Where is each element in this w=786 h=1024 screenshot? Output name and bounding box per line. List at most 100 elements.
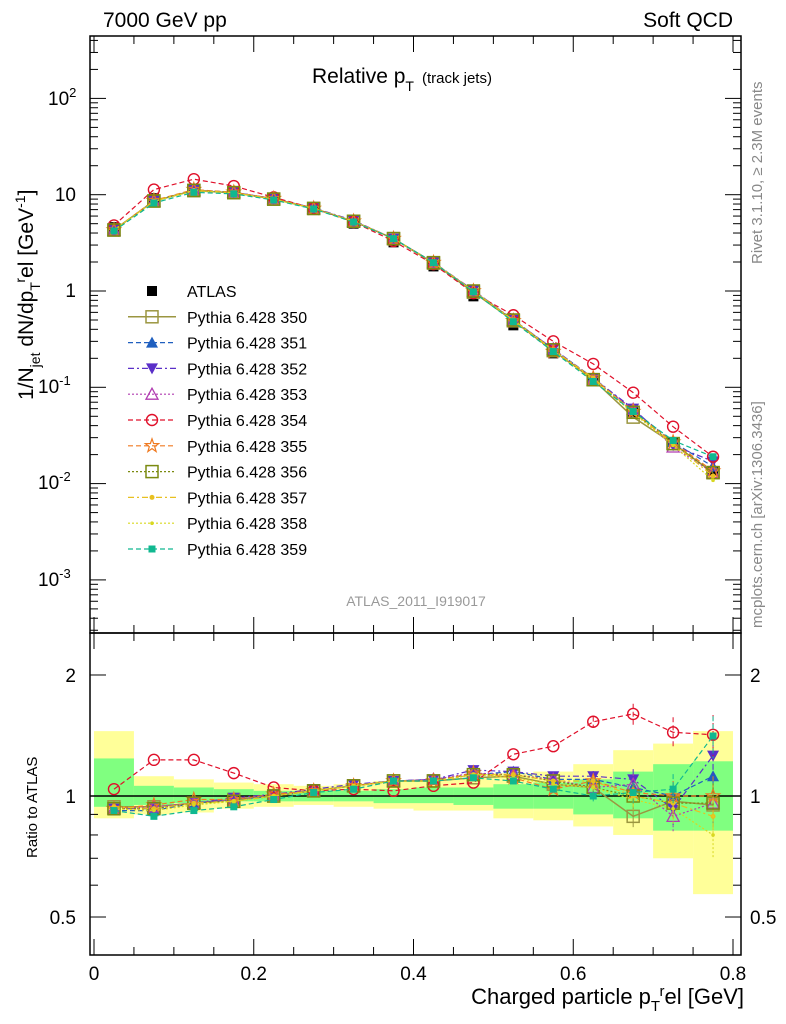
- ratio-point-359-12: [589, 792, 597, 800]
- ratio-point-354-13: [626, 707, 640, 721]
- ratio-point-354-2: [187, 753, 201, 767]
- ratio-point-359-9: [469, 774, 477, 782]
- ratio-ytick-right-0.5: 0.5: [750, 908, 776, 929]
- ratio-point-354-10: [507, 748, 520, 761]
- main-point-358-15: [711, 478, 715, 483]
- main-line-353: [113, 189, 714, 474]
- main-point-359-12: [589, 377, 597, 385]
- ytick-label-1: 1: [65, 281, 76, 302]
- ratio-point-352-9: [467, 765, 480, 777]
- ratio-point-359-2: [190, 807, 198, 815]
- legend-item-352: Pythia 6.428 352: [128, 361, 307, 378]
- ytick-label-e-2: 10-2: [38, 469, 71, 494]
- chart-title: Relative pT (track jets): [312, 65, 492, 94]
- legend-item-ATLAS: ATLAS: [147, 284, 237, 301]
- ratio-point-358-1: [152, 808, 156, 813]
- ratio-line-353: [113, 772, 714, 817]
- main-point-356-2: [187, 183, 201, 198]
- legend-marker-359: [148, 545, 156, 553]
- ratio-point-359-15: [709, 732, 717, 740]
- main-ylabel: 1/Njet dN/dpTrel [GeV-1]: [12, 190, 43, 400]
- main-point-356-8: [426, 255, 441, 270]
- legend: ATLAS Pythia 6.428 350 Pythia 6.428 351 Pyt…: [128, 284, 307, 559]
- ratio-point-359-0: [110, 807, 118, 815]
- ratio-point-356-5: [306, 784, 321, 798]
- main-series-ATLAS: [108, 183, 719, 477]
- ratio-point-358-11: [551, 782, 556, 786]
- ratio-point-358-2: [192, 803, 196, 807]
- legend-marker-355: [143, 436, 161, 453]
- xlabel: Charged particle pTrel [GeV]: [471, 983, 744, 1015]
- main-point-359-8: [429, 259, 437, 267]
- legend-marker-354: [145, 413, 159, 427]
- main-point-354-11: [547, 335, 560, 348]
- main-point-359-6: [350, 218, 358, 226]
- main-series-359: [110, 188, 717, 461]
- ratio-point-351-15: [707, 770, 720, 782]
- ytick-label-10: 10: [55, 185, 76, 206]
- ratio-point-358-3: [231, 799, 236, 804]
- ratio-panel: 0.5 1 2 0.5 1 2 0 0.2 0.4 0.6 0.8 Ratio to A…: [24, 632, 776, 1015]
- main-point-359-1: [150, 199, 158, 207]
- legend-item-357: Pythia 6.428 357: [128, 490, 307, 507]
- legend-label-351: Pythia 6.428 351: [187, 336, 307, 353]
- analysis-id: ATLAS_2011_I919017: [346, 593, 486, 609]
- ratio-ytick-left-2: 2: [65, 666, 76, 687]
- ratio-point-358-12: [591, 785, 596, 790]
- ratio-frame: [89, 632, 742, 956]
- ratio-axis-ticks: [90, 633, 741, 955]
- main-point-359-3: [230, 190, 238, 198]
- ratio-point-357-11: [550, 778, 556, 784]
- main-line-358: [113, 190, 714, 481]
- legend-item-359: Pythia 6.428 359: [128, 542, 307, 559]
- ratio-series: [105, 703, 722, 858]
- legend-label-350: Pythia 6.428 350: [187, 310, 307, 327]
- main-point-356-10: [506, 313, 521, 327]
- main-line-354: [113, 178, 714, 458]
- ratio-point-358-15: [711, 833, 715, 837]
- ytick-label-e-3: 10-3: [38, 566, 71, 591]
- ytick-label-e-1: 10-1: [38, 373, 71, 398]
- legend-label-357: Pythia 6.428 357: [187, 490, 307, 507]
- legend-item-354: Pythia 6.428 354: [128, 413, 307, 430]
- main-point-356-9: [466, 284, 481, 298]
- main-point-356-1: [147, 194, 161, 208]
- xtick-label-0.4: 0.4: [400, 964, 427, 985]
- legend-label-358: Pythia 6.428 358: [187, 516, 307, 533]
- rivet-label: Rivet 3.1.10, ≥ 2.3M events: [749, 82, 766, 265]
- main-line-356: [113, 189, 714, 474]
- ratio-point-354-3: [227, 766, 240, 780]
- ratio-point-357-12: [590, 778, 596, 784]
- ratio-point-350-13: [626, 809, 640, 824]
- ratio-line-358: [113, 774, 714, 836]
- ratio-point-359-5: [310, 789, 318, 797]
- main-point-359-11: [549, 348, 557, 356]
- ratio-point-359-10: [509, 777, 517, 785]
- main-point-359-0: [110, 227, 118, 235]
- main-point-359-13: [629, 408, 637, 416]
- ratio-point-359-3: [230, 803, 238, 811]
- xtick-label-0.8: 0.8: [720, 964, 746, 985]
- main-series-356: [107, 183, 720, 480]
- ratio-ylabel: Ratio to ATLAS: [24, 757, 41, 858]
- legend-marker-353: [144, 386, 160, 400]
- header-right: Soft QCD: [643, 9, 733, 32]
- ratio-point-359-11: [549, 785, 557, 793]
- main-point-359-10: [509, 318, 517, 326]
- main-panel: 10-3 10-2 10-1 1 10 102 Relative pT (trac…: [12, 35, 742, 634]
- ratio-point-359-4: [270, 796, 278, 804]
- main-point-359-15: [709, 453, 717, 461]
- main-point-359-7: [390, 235, 398, 243]
- main-point-356-6: [346, 214, 361, 229]
- main-point-354-15: [706, 450, 720, 463]
- ratio-point-357-10: [510, 772, 516, 778]
- ratio-line-352: [114, 755, 714, 810]
- ratio-point-352-11: [547, 771, 560, 783]
- legend-marker-357: [149, 494, 155, 500]
- ratio-point-354-0: [107, 782, 121, 796]
- legend-label-352: Pythia 6.428 352: [187, 361, 307, 378]
- main-point-356-13: [626, 405, 640, 420]
- legend-marker-356: [145, 464, 159, 479]
- legend-label-354: Pythia 6.428 354: [187, 413, 307, 430]
